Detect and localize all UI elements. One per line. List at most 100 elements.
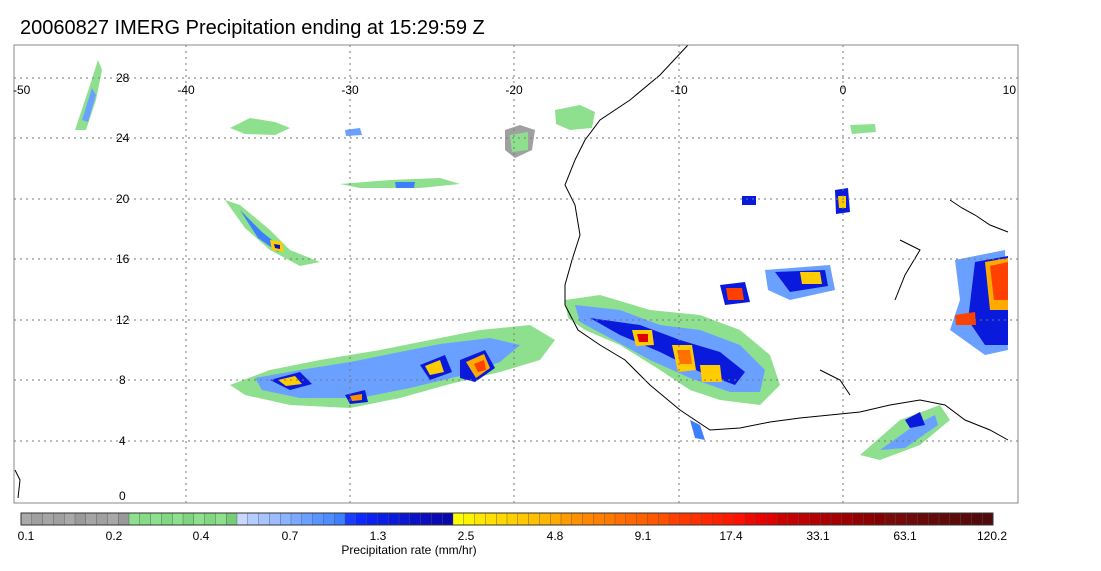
colorbar-swatch: [420, 512, 432, 526]
lon-tick-label: -20: [505, 83, 523, 97]
colorbar-swatch: [398, 512, 411, 526]
colorbar-swatch: [442, 512, 454, 526]
colorbar-frame: [20, 512, 994, 526]
map-title: 20060827 IMERG Precipitation ending at 1…: [20, 17, 485, 39]
colorbar-swatch: [982, 512, 994, 526]
colorbar-swatch: [884, 512, 897, 526]
colorbar-swatch: [841, 512, 854, 526]
colorbar-swatch: [874, 512, 886, 526]
map-frame: [13, 44, 1019, 504]
colorbar-swatch: [204, 512, 216, 526]
colorbar-swatch: [798, 512, 810, 526]
colorbar-swatch: [150, 512, 162, 526]
colorbar-swatch: [225, 512, 238, 526]
colorbar-swatch: [668, 512, 681, 526]
colorbar-swatch: [906, 512, 918, 526]
colorbar-swatch: [539, 512, 551, 526]
colorbar-swatch: [614, 512, 627, 526]
colorbar-swatch: [895, 512, 908, 526]
colorbar-tick-label: 0.4: [192, 529, 210, 543]
colorbar-swatch: [355, 512, 368, 526]
colorbar-swatch: [604, 512, 616, 526]
colorbar-swatch: [647, 512, 659, 526]
colorbar-swatch: [42, 512, 54, 526]
colorbar-swatch: [74, 512, 87, 526]
colorbar-swatch: [636, 512, 648, 526]
colorbar-tick-label: 0.2: [105, 529, 123, 543]
colorbar-swatch: [938, 512, 951, 526]
colorbar-swatch: [928, 512, 940, 526]
colorbar-swatch: [366, 512, 378, 526]
colorbar-swatch: [712, 512, 724, 526]
colorbar-swatch: [582, 512, 594, 526]
colorbar-swatch: [528, 512, 540, 526]
colorbar-swatch: [550, 512, 562, 526]
lat-tick-label: 16: [116, 252, 130, 266]
colorbar-swatch: [215, 512, 227, 526]
colorbar-swatch: [863, 512, 875, 526]
colorbar-swatch: [236, 512, 249, 526]
colorbar-swatch: [388, 512, 400, 526]
colorbar-swatch: [452, 512, 465, 526]
graticule: [14, 45, 1018, 503]
colorbar-swatch: [85, 512, 98, 526]
colorbar-swatch: [496, 512, 508, 526]
colorbar-swatch: [755, 512, 767, 526]
colorbar-tick-label: 9.1: [634, 529, 652, 543]
colorbar-swatch: [809, 512, 821, 526]
colorbar-swatch: [917, 512, 929, 526]
colorbar-swatch: [117, 512, 130, 526]
colorbar-swatch: [334, 512, 346, 526]
colorbar-tick-label: 0.1: [17, 529, 35, 543]
colorbar-tick-label: 120.2: [976, 529, 1008, 543]
colorbar-swatch: [107, 512, 119, 526]
colorbar-swatch: [744, 512, 756, 526]
colorbar-swatch: [344, 512, 357, 526]
colorbar: [20, 512, 994, 526]
colorbar-swatch: [830, 512, 843, 526]
lon-tick-label: -30: [341, 83, 359, 97]
colorbar-tick-label: 0.7: [281, 529, 299, 543]
lon-tick-label: -40: [177, 83, 195, 97]
colorbar-swatch: [171, 512, 184, 526]
colorbar-tick-label: 17.4: [719, 529, 743, 543]
colorbar-swatch: [96, 512, 108, 526]
colorbar-swatch: [301, 512, 314, 526]
colorbar-swatch: [787, 512, 800, 526]
colorbar-swatch: [269, 512, 281, 526]
colorbar-swatch: [852, 512, 864, 526]
latitude-labels: 28 24 20 16 12 8 4 0: [116, 71, 130, 503]
lat-tick-label: 24: [116, 131, 130, 145]
colorbar-swatch: [139, 512, 152, 526]
lat-tick-label: 20: [116, 192, 130, 206]
colorbar-swatch: [766, 512, 778, 526]
colorbar-swatch: [182, 512, 195, 526]
lat-tick-label: 28: [116, 71, 130, 85]
colorbar-tick-label: 33.1: [806, 529, 830, 543]
longitude-labels: -50 -40 -30 -20 -10 0 10: [13, 83, 1016, 97]
lon-tick-label: 10: [1003, 83, 1017, 97]
colorbar-swatch: [658, 512, 670, 526]
colorbar-swatch: [31, 512, 44, 526]
colorbar-tick-label: 4.8: [546, 529, 564, 543]
colorbar-swatch: [679, 512, 692, 526]
colorbar-tick-label: 2.5: [457, 529, 475, 543]
colorbar-swatch: [409, 512, 422, 526]
colorbar-swatch: [593, 512, 605, 526]
colorbar-swatch: [63, 512, 76, 526]
precipitation-field: [75, 60, 1008, 460]
colorbar-swatch: [506, 512, 519, 526]
colorbar-swatch: [247, 512, 260, 526]
colorbar-swatch: [485, 512, 497, 526]
lat-tick-label: 8: [119, 373, 126, 387]
colorbar-swatch: [733, 512, 746, 526]
colorbar-swatch: [377, 512, 389, 526]
colorbar-swatch: [949, 512, 962, 526]
colorbar-swatch: [431, 512, 443, 526]
colorbar-swatch: [53, 512, 65, 526]
colorbar-swatch: [722, 512, 735, 526]
colorbar-swatch: [193, 512, 206, 526]
colorbar-swatch: [323, 512, 335, 526]
colorbar-swatch: [258, 512, 270, 526]
lat-tick-label: 4: [119, 434, 126, 448]
